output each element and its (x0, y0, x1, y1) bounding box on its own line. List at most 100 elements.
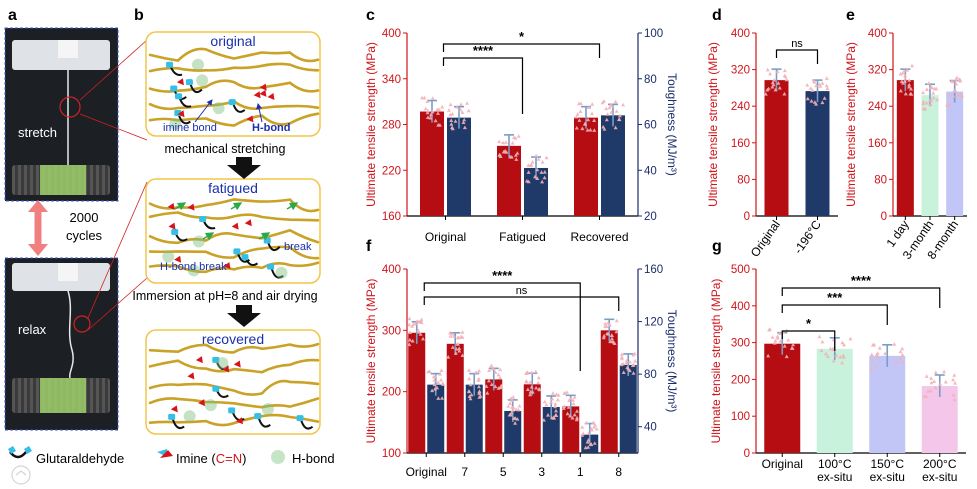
imine-bond-marker (259, 83, 267, 91)
upper-clamp-block (58, 40, 78, 58)
y2-tick-label: 60 (644, 120, 657, 132)
polymer-chain (148, 228, 320, 245)
replicate-point (926, 81, 931, 85)
y-tick-label: 100 (382, 448, 401, 460)
cyan-node (166, 61, 174, 68)
schematic-legend: Glutaraldehyde Imine (C=N) H-bond (8, 446, 335, 466)
replicate-point (620, 356, 624, 361)
imine-bond-marker (244, 219, 252, 227)
replicate-point (536, 380, 541, 385)
replicate-point (784, 77, 789, 82)
replicate-point (903, 91, 908, 96)
replicate-point (510, 408, 515, 412)
replicate-point (499, 384, 504, 389)
replicate-point (924, 374, 929, 378)
network-schematics: original imine bond H-bond fatigued H-bond b… (145, 31, 321, 435)
replicate-point (577, 118, 582, 122)
replicate-point (556, 393, 561, 397)
significance-label: * (519, 29, 525, 44)
replicate-point (767, 327, 772, 331)
x-tick-label-original: Original (406, 465, 447, 479)
y2-tick-label: 80 (644, 369, 657, 381)
hbond-pointer (256, 103, 263, 123)
replicate-point (467, 394, 472, 398)
bar-1-day (896, 80, 914, 216)
replicate-point (540, 160, 545, 164)
y-tick-label: 400 (868, 28, 887, 40)
significance-bracket (781, 287, 941, 308)
replicate-point (933, 370, 938, 374)
x-tick-label-100-c-ex-situ: ex-situ (817, 470, 852, 484)
replicate-point (770, 80, 775, 85)
break-direction-arrow (258, 232, 271, 241)
y2-tick-label: 160 (644, 264, 663, 276)
replicate-point (436, 396, 441, 400)
replicate-point (947, 103, 952, 107)
replicate-point (900, 360, 905, 364)
y-tick-label: 160 (868, 138, 887, 150)
replicate-point (526, 170, 531, 174)
replicate-point (417, 330, 421, 334)
replicate-point (943, 379, 948, 384)
x-tick-label-fatigued: Fatigued (499, 230, 546, 244)
imine-bond-marker (246, 115, 254, 123)
replicate-point (477, 368, 482, 373)
replicate-point (510, 398, 515, 402)
bar-series1-5 (504, 410, 522, 453)
replicate-point (565, 411, 570, 416)
bar-series0-1 (562, 406, 580, 453)
y-axis-label: Ultimate tensile strength (MPa) (364, 42, 378, 207)
replicate-point (810, 88, 815, 92)
replicate-point (529, 162, 534, 167)
replicate-point (954, 81, 959, 86)
replicate-point (467, 376, 472, 381)
replicate-point (874, 352, 879, 357)
replicate-point (455, 104, 459, 109)
replicate-point (432, 382, 437, 387)
replicate-point (533, 174, 537, 179)
replicate-point (496, 372, 501, 377)
replicate-point (824, 83, 829, 88)
replicate-point (460, 335, 465, 339)
replicate-point (549, 415, 554, 420)
replicate-point (486, 378, 491, 383)
polymer-chain (148, 211, 320, 222)
photo-relax-frame (4, 257, 119, 431)
replicate-point (509, 396, 513, 400)
replicate-point (439, 377, 443, 382)
network-box-frame (145, 178, 321, 284)
photo-stretch-frame (4, 27, 119, 202)
replicate-point (578, 101, 583, 105)
cyan-node (296, 415, 304, 422)
cycles-label-line2: cycles (66, 228, 103, 243)
replicate-point (433, 387, 437, 391)
chart-panel-c: c 160 220 280 340 400 Ultimate tensile strengt… (364, 7, 679, 244)
imine-bond-pointer (194, 99, 213, 123)
y-tick-label: 100 (731, 411, 750, 423)
replicate-point (430, 109, 435, 114)
x-tick-label-100-c-ex-situ: 100°C (818, 457, 852, 471)
replicate-point (484, 384, 489, 388)
replicate-point (586, 117, 591, 122)
y-tick-label: 0 (744, 448, 750, 460)
replicate-point (875, 355, 880, 360)
replicate-point (510, 141, 515, 145)
chart-panel-g: g 0 100 200 300 400 500 Ultimate tensile streng… (709, 238, 966, 484)
replicate-point (949, 79, 954, 83)
replicate-point (419, 320, 424, 325)
imine-bond-marker (195, 356, 203, 364)
replicate-point (457, 346, 462, 350)
replicate-point (408, 330, 412, 334)
replicate-point (775, 69, 780, 73)
imine-bond-marker (167, 202, 175, 210)
replicate-point (585, 128, 590, 132)
y-tick-label: 160 (731, 138, 750, 150)
replicate-point (776, 81, 781, 85)
replicate-point (448, 334, 453, 338)
y-tick-label: 300 (731, 338, 750, 350)
replicate-point (498, 375, 503, 380)
replicate-point (594, 426, 599, 431)
hbond-marker (183, 410, 196, 423)
